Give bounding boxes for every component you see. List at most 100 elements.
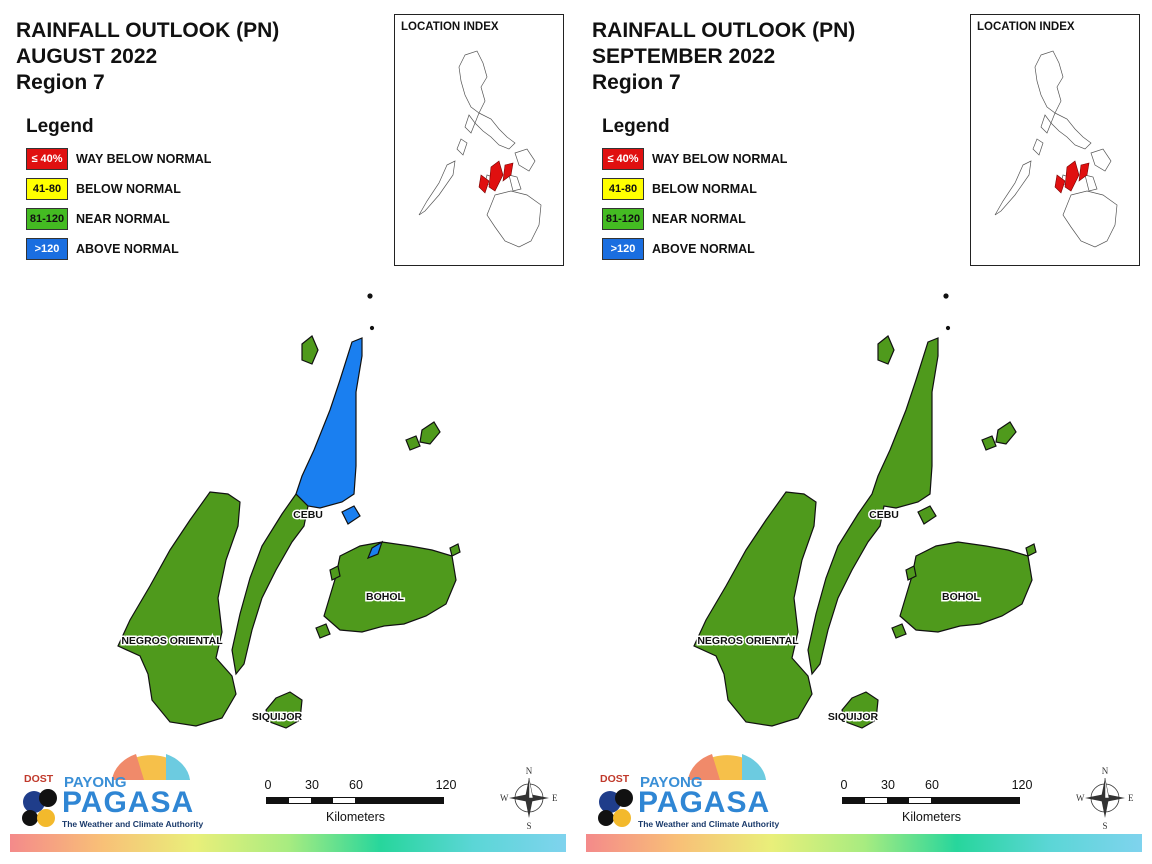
compass-rose-icon: N E S W	[500, 766, 558, 831]
logo-graphic	[22, 754, 190, 827]
compass-n: N	[526, 766, 533, 776]
region-7-map: CEBU BOHOL NEGROS ORIENTAL SIQUIJOR	[0, 280, 576, 740]
map-period: AUGUST 2022	[16, 45, 158, 68]
label-cebu: CEBU	[293, 509, 323, 521]
cebu-area	[807, 337, 939, 676]
label-negros-oriental: NEGROS ORIENTAL	[697, 635, 799, 647]
scale-bar-graphic	[842, 797, 1020, 804]
legend-swatch: >120	[602, 238, 644, 260]
color-gradient-strip	[10, 834, 566, 852]
legend-swatch: 41-80	[26, 178, 68, 200]
compass-n: N	[1102, 766, 1109, 776]
scale-tick: 60	[925, 778, 939, 792]
legend-label: ABOVE NORMAL	[652, 242, 755, 256]
map-region: Region 7	[592, 71, 681, 94]
scale-tick: 120	[1011, 778, 1033, 792]
compass-s: S	[1102, 821, 1107, 830]
map-title: RAINFALL OUTLOOK (PN)	[16, 19, 280, 42]
legend-swatch: 41-80	[602, 178, 644, 200]
mactan-island	[341, 505, 361, 525]
logo-payong-text: PAYONG	[64, 774, 127, 791]
siquijor-area	[265, 691, 303, 729]
location-index-map: LOCATION INDEX	[394, 14, 564, 266]
scale-tick: 30	[305, 778, 319, 792]
bantayan-island	[301, 335, 319, 365]
bohol-area	[323, 541, 457, 633]
outlook-panel-september: RAINFALL OUTLOOK (PN) SEPTEMBER 2022 Reg…	[576, 0, 1152, 864]
outlook-panel-august: RAINFALL OUTLOOK (PN) AUGUST 2022 Region…	[0, 14, 576, 852]
legend-label: WAY BELOW NORMAL	[652, 152, 788, 166]
legend-label: NEAR NORMAL	[652, 212, 746, 226]
compass-rose-icon: N E S W	[1076, 766, 1134, 831]
location-index-title: LOCATION INDEX	[401, 21, 499, 33]
rainfall-outlook-map: CEBU BOHOL NEGROS ORIENTAL SIQUIJOR	[117, 293, 461, 729]
location-index-title: LOCATION INDEX	[977, 21, 1075, 33]
north-arrow-compass: N E S W	[500, 764, 558, 831]
legend-label: BELOW NORMAL	[76, 182, 181, 196]
legend-title: Legend	[602, 116, 670, 137]
siquijor-area	[841, 691, 879, 729]
map-period: SEPTEMBER 2022	[592, 45, 776, 68]
legend-item-near-normal: 81-120 NEAR NORMAL	[602, 208, 746, 238]
logo-dost-text: DOST	[24, 773, 54, 785]
legend-label: NEAR NORMAL	[76, 212, 170, 226]
legend-swatch: 81-120	[602, 208, 644, 230]
legend-title: Legend	[26, 116, 94, 137]
logo-dost-text: DOST	[600, 773, 630, 785]
legend-item-way-below-normal: ≤ 40% WAY BELOW NORMAL	[602, 148, 787, 178]
rainfall-outlook-map: CEBU BOHOL NEGROS ORIENTAL SIQUIJOR	[693, 293, 1037, 729]
map-region: Region 7	[16, 71, 105, 94]
bohol-area	[899, 541, 1033, 633]
region-7-map: CEBU BOHOL NEGROS ORIENTAL SIQUIJOR	[576, 280, 1152, 740]
logo-tagline: The Weather and Climate Authority	[62, 819, 204, 829]
legend-swatch: ≤ 40%	[26, 148, 68, 170]
legend-label: ABOVE NORMAL	[76, 242, 179, 256]
logo-pagasa-text: PAGASA	[62, 786, 195, 819]
map-title: RAINFALL OUTLOOK (PN)	[592, 19, 856, 42]
scale-tick: 0	[264, 778, 272, 792]
camotes-islands	[981, 435, 997, 451]
compass-e: E	[552, 793, 558, 803]
legend-item-below-normal: 41-80 BELOW NORMAL	[26, 178, 181, 208]
label-siquijor: SIQUIJOR	[252, 711, 303, 723]
scale-unit: Kilometers	[902, 810, 962, 824]
payong-pagasa-logo: DOST PAYONG PAGASA The Weather and Clima…	[16, 740, 203, 832]
scale-tick: 60	[349, 778, 363, 792]
legend-label: BELOW NORMAL	[652, 182, 757, 196]
legend-label: WAY BELOW NORMAL	[76, 152, 212, 166]
title-block: RAINFALL OUTLOOK (PN) AUGUST 2022 Region…	[16, 18, 279, 96]
logo-graphic	[598, 754, 766, 827]
location-index-map: LOCATION INDEX	[970, 14, 1140, 266]
color-gradient-strip	[586, 834, 1142, 852]
legend-item-above-normal: >120 ABOVE NORMAL	[602, 238, 755, 268]
compass-s: S	[526, 821, 531, 830]
cebu-north-area	[295, 337, 363, 509]
label-bohol: BOHOL	[942, 591, 981, 603]
logo-tagline: The Weather and Climate Authority	[638, 819, 780, 829]
camotes-islands	[405, 435, 421, 451]
legend-item-way-below-normal: ≤ 40% WAY BELOW NORMAL	[26, 148, 211, 178]
scale-tick: 0	[840, 778, 848, 792]
label-siquijor: SIQUIJOR	[828, 711, 879, 723]
payong-pagasa-logo: DOST PAYONG PAGASA The Weather and Clima…	[592, 740, 779, 832]
bantayan-island	[877, 335, 895, 365]
negros-oriental-area	[117, 491, 241, 727]
scale-unit: Kilometers	[326, 810, 386, 824]
legend-item-above-normal: >120 ABOVE NORMAL	[26, 238, 179, 268]
scale-tick: 120	[435, 778, 457, 792]
compass-e: E	[1128, 793, 1134, 803]
north-arrow-compass: N E S W	[1076, 764, 1134, 831]
logo-payong-text: PAYONG	[640, 774, 703, 791]
label-bohol: BOHOL	[366, 591, 405, 603]
legend: Legend ≤ 40% WAY BELOW NORMAL 41-80 BELO…	[602, 116, 787, 268]
cebu-south-area	[231, 493, 309, 676]
label-cebu: CEBU	[869, 509, 899, 521]
compass-w: W	[1076, 793, 1085, 803]
logo-pagasa-text: PAGASA	[638, 786, 771, 819]
scale-bar-graphic	[266, 797, 444, 804]
negros-oriental-area	[693, 491, 817, 727]
scale-bar: 0 30 60 120 Kilometers	[264, 778, 466, 828]
scale-tick: 30	[881, 778, 895, 792]
legend-item-below-normal: 41-80 BELOW NORMAL	[602, 178, 757, 208]
scale-bar: 0 30 60 120 Kilometers	[840, 778, 1042, 828]
